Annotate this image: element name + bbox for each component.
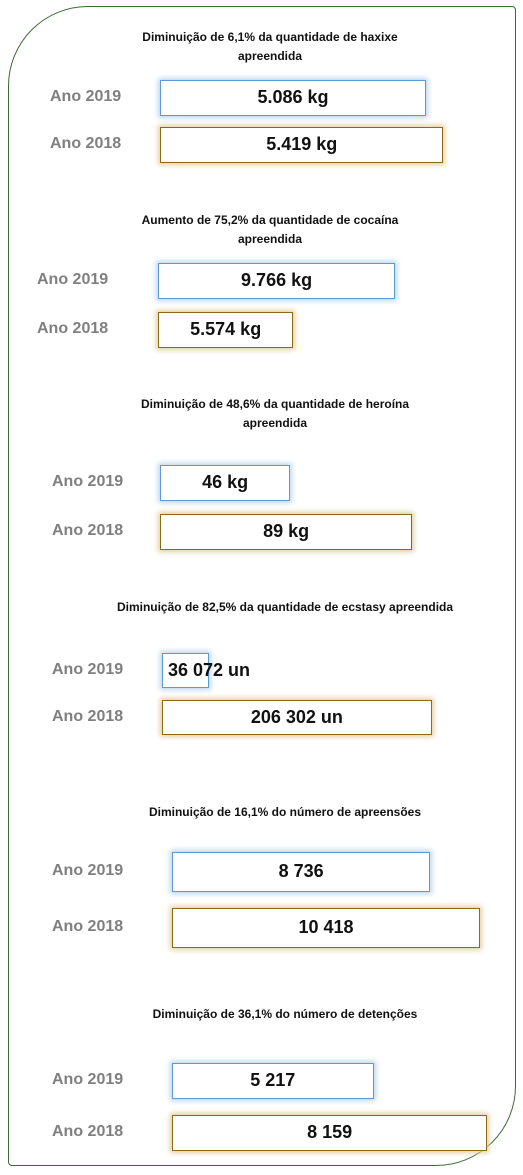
category-label: Ano 2018 (50, 135, 122, 152)
value-label: 5.419 kg (266, 134, 338, 154)
bar (158, 263, 396, 299)
category-label: Ano 2019 (52, 473, 124, 490)
value-label: 46 kg (202, 472, 249, 492)
category-label: Ano 2018 (52, 918, 124, 935)
value-label: 5 217 (250, 1070, 296, 1090)
category-label: Ano 2019 (52, 660, 124, 678)
value-label: 10 418 (298, 917, 354, 937)
category-label: Ano 2019 (37, 271, 109, 288)
category-label: Ano 2019 (52, 1071, 124, 1088)
panel-title: Diminuição de 36,1% do número de detençõ… (152, 1007, 418, 1021)
panel-title: Aumento de 75,2% da quantidade de cocaín… (141, 213, 399, 246)
category-label: Ano 2019 (50, 88, 122, 105)
value-label: 5.574 kg (190, 319, 262, 339)
bar (172, 852, 431, 892)
panel-title: Diminuição de 82,5% da quantidade de ecs… (116, 600, 454, 614)
value-label: 5.086 kg (257, 87, 329, 107)
category-label: Ano 2018 (52, 522, 124, 539)
value-label: 8 736 (278, 861, 324, 881)
value-label: 89 kg (263, 521, 310, 541)
category-label: Ano 2018 (52, 707, 124, 725)
panel-title: Diminuição de 16,1% do número de apreens… (148, 805, 422, 819)
bar (172, 1063, 374, 1099)
bar (160, 80, 427, 116)
bar (160, 465, 291, 501)
bar (172, 1115, 488, 1151)
bar (160, 127, 444, 163)
category-label: Ano 2018 (52, 1123, 124, 1140)
panel-title: Diminuição de 6,1% da quantidade de haxi… (142, 30, 398, 63)
panel-title: Diminuição de 48,6% da quantidade de her… (140, 397, 410, 430)
bar (158, 312, 294, 348)
value-label: 8 159 (307, 1122, 353, 1142)
bar (162, 653, 210, 688)
value-label: 206 302 un (250, 706, 343, 727)
frame (8, 6, 516, 1166)
bar (172, 908, 480, 948)
value-label: 9.766 kg (241, 270, 313, 290)
value-label: 36 072 un (168, 659, 251, 680)
category-label: Ano 2019 (52, 862, 124, 879)
bar (162, 700, 432, 735)
bar (160, 514, 413, 550)
category-label: Ano 2018 (37, 320, 109, 337)
